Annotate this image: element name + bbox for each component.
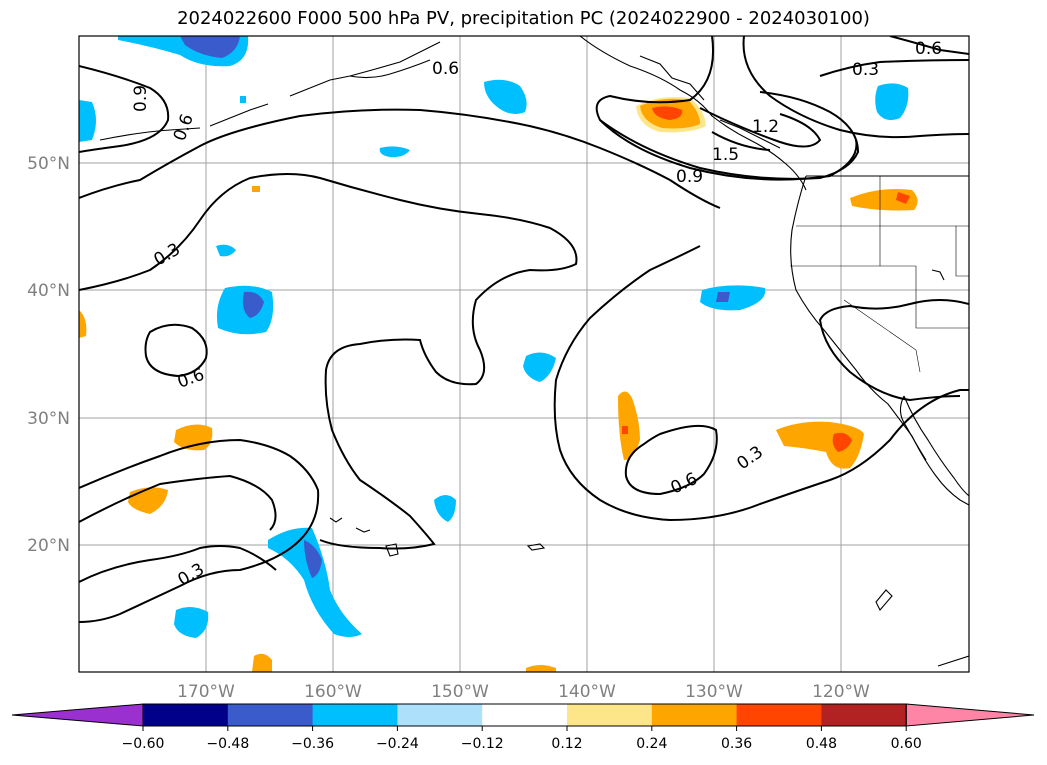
colorbar-segment	[651, 704, 738, 726]
lat-label: 50°N	[27, 154, 70, 174]
contour-label-0.6-b: 0.6	[915, 39, 942, 59]
plot-frame	[78, 35, 970, 673]
contour-label-0.9-b: 0.9	[131, 85, 151, 112]
colorbar-segment	[227, 704, 314, 726]
colorbar-tick-label: 0.60	[891, 736, 922, 752]
colorbar-tick-label: −0.36	[291, 736, 334, 752]
coastlines	[99, 36, 969, 667]
lon-label: 170°W	[177, 682, 235, 702]
lon-label: 130°W	[685, 682, 743, 702]
contour-label-0.6-a: 0.6	[432, 59, 459, 79]
contour-label-1.5: 1.5	[712, 145, 739, 165]
lat-label: 20°N	[27, 536, 70, 556]
lon-label: 140°W	[558, 682, 616, 702]
colorbar-segment	[736, 704, 822, 726]
colorbar-extend-max	[905, 703, 1035, 727]
colorbar: −0.60 −0.48 −0.36 −0.24 −0.12 0.12 0.24 0.36 0.4…	[11, 703, 1035, 752]
colorbar-tick-label: −0.48	[206, 736, 249, 752]
colorbar-segment	[312, 704, 398, 726]
lat-label: 40°N	[27, 281, 70, 301]
colorbar-segment	[482, 704, 568, 726]
plot-area	[79, 36, 969, 672]
lat-label: 30°N	[27, 409, 70, 429]
colorbar-segment	[397, 704, 483, 726]
colorbar-tick-label: 0.12	[551, 736, 582, 752]
colorbar-segment	[567, 704, 653, 726]
contour-label-0.9: 0.9	[676, 167, 703, 187]
map-title: 2024022600 F000 500 hPa PV, precipitatio…	[177, 8, 870, 29]
colorbar-segment	[143, 704, 229, 726]
contour-label-1.2: 1.2	[752, 117, 779, 137]
colorbar-extend-min	[11, 703, 144, 727]
colorbar-tick-label: −0.24	[376, 736, 419, 752]
precip-blobs	[79, 36, 918, 672]
colorbar-tick-label: −0.60	[122, 736, 165, 752]
lon-label: 150°W	[431, 682, 489, 702]
colorbar-tick-label: 0.48	[806, 736, 837, 752]
axis-labels: 170°W 160°W 150°W 140°W 130°W 120°W 50°N…	[27, 154, 870, 702]
lon-label: 160°W	[304, 682, 362, 702]
colorbar-tick-label: 0.24	[636, 736, 667, 752]
contour-label-0.3-a: 0.3	[852, 60, 879, 80]
colorbar-tick-label: 0.36	[721, 736, 752, 752]
colorbar-tick-label: −0.12	[461, 736, 504, 752]
colorbar-segment	[821, 704, 907, 726]
pv-contours	[79, 36, 969, 623]
lon-label: 120°W	[812, 682, 870, 702]
colorbar-frame	[142, 703, 907, 727]
